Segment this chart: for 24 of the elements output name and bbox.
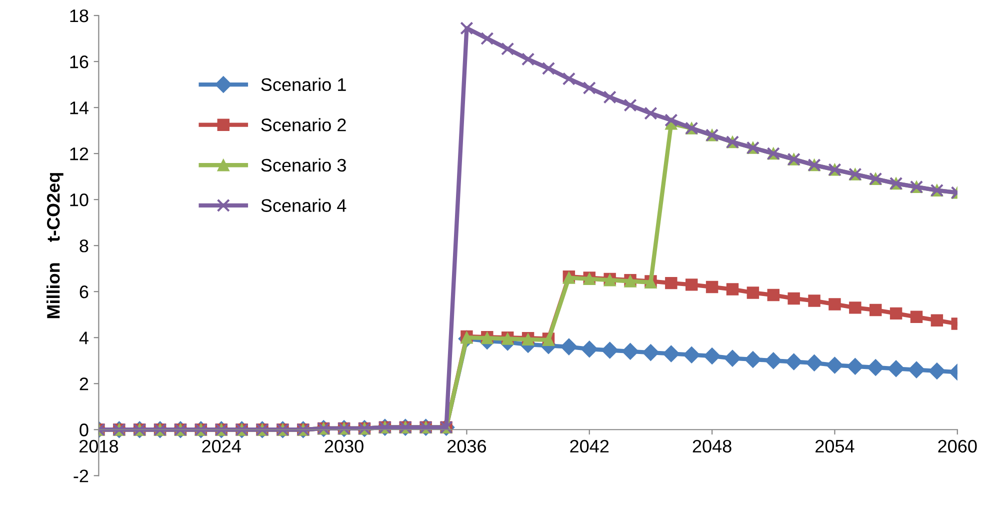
- x-tick-label: 2018: [80, 440, 118, 453]
- y-tick-label: 16: [70, 55, 88, 68]
- y-tick-label: 18: [70, 9, 88, 22]
- legend-label: Scenario 1: [261, 78, 346, 92]
- y-tick-label: 4: [79, 332, 88, 344]
- y-tick-label: 14: [70, 102, 88, 114]
- legend-label: Scenario 2: [261, 118, 346, 132]
- x-tick-label: 2024: [202, 440, 241, 453]
- y-tick-label: 10: [70, 193, 88, 206]
- x-tick-label: 2060: [938, 440, 977, 453]
- legend-label: Scenario 3: [261, 158, 346, 172]
- y-tick-label: -2: [74, 470, 88, 482]
- y-tick-label: 12: [70, 147, 88, 160]
- y-axis-title: Million t-CO2eq: [46, 173, 64, 318]
- x-tick-label: 2054: [816, 440, 854, 453]
- x-tick-label: 2030: [324, 440, 364, 453]
- y-tick-label: 2: [80, 378, 88, 390]
- x-tick-label: 2048: [692, 440, 732, 453]
- y-tick-label: 8: [80, 240, 88, 252]
- x-tick-label: 2042: [570, 440, 609, 453]
- y-tick-label: 6: [80, 286, 88, 298]
- y-tick-label: 0: [80, 424, 88, 436]
- x-tick-label: 2036: [448, 440, 486, 453]
- legend-label: Scenario 4: [261, 198, 346, 212]
